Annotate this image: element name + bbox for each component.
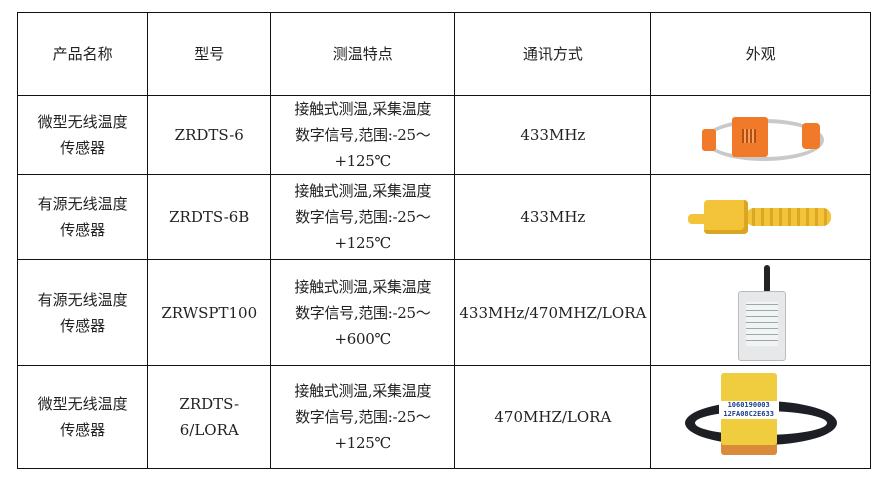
appearance: [650, 259, 871, 366]
feature-line: 接触式测温,采集温度: [294, 182, 432, 200]
name-line: 传感器: [60, 221, 106, 239]
header-model: 型号: [147, 12, 272, 96]
features: 接触式测温,采集温度 数字信号,范围:-25～ +125℃: [270, 365, 456, 469]
yellow-strap-sensor-photo: [686, 192, 836, 242]
sensor-id-line: 12FA08C2E633: [723, 410, 774, 418]
feature-line: 接触式测温,采集温度: [294, 382, 432, 400]
orange-ring-sensor-photo: [696, 105, 826, 165]
appearance: 1060190003 12FA08C2E633: [650, 365, 871, 469]
product-table: 产品名称 型号 测温特点 通讯方式 外观 微型无线温度 传感器 ZRDTS-6 接…: [16, 12, 871, 469]
sensor-id-line: 1060190003: [727, 401, 770, 409]
table-row: 微型无线温度 传感器 ZRDTS-6/LORA 接触式测温,采集温度 数字信号,范围…: [16, 365, 871, 469]
name-line: 有源无线温度: [37, 195, 128, 213]
header-name: 产品名称: [16, 12, 149, 96]
name-line: 微型无线温度: [37, 113, 128, 131]
comm: 433MHz/470MHZ/LORA: [454, 259, 652, 366]
name-line: 传感器: [60, 421, 106, 439]
feature-line: 数字信号,范围:-25～: [295, 303, 431, 322]
model: ZRDTS-6/LORA: [147, 365, 272, 469]
product-name: 有源无线温度 传感器: [16, 174, 149, 260]
product-name: 微型无线温度 传感器: [16, 365, 149, 469]
features: 接触式测温,采集温度 数字信号,范围:-25～ +125℃: [270, 95, 456, 175]
name-line: 微型无线温度: [37, 395, 128, 413]
black-band-sensor-photo: 1060190003 12FA08C2E633: [681, 371, 841, 463]
header-appearance: 外观: [650, 12, 871, 96]
table-row: 有源无线温度 传感器 ZRDTS-6B 接触式测温,采集温度 数字信号,范围:-25…: [16, 174, 871, 260]
feature-line: 数字信号,范围:-25～: [295, 126, 431, 144]
header-features: 测温特点: [270, 12, 456, 96]
features: 接触式测温,采集温度 数字信号,范围:-25～ +125℃: [270, 174, 456, 260]
header-comm: 通讯方式: [454, 12, 652, 96]
antenna-box-sensor-photo: [736, 264, 786, 361]
feature-line: 数字信号,范围:-25～: [295, 208, 431, 226]
header-row: 产品名称 型号 测温特点 通讯方式 外观: [16, 12, 871, 96]
table-row: 微型无线温度 传感器 ZRDTS-6 接触式测温,采集温度 数字信号,范围:-25～…: [16, 95, 871, 175]
model: ZRDTS-6: [147, 95, 272, 175]
feature-line: +600℃: [334, 329, 392, 348]
name-line: 传感器: [60, 139, 106, 157]
feature-line: 接触式测温,采集温度: [294, 277, 432, 296]
feature-line: +125℃: [334, 434, 392, 452]
feature-line: 接触式测温,采集温度: [294, 100, 432, 118]
name-line: 传感器: [60, 316, 106, 335]
comm: 470MHZ/LORA: [454, 365, 652, 469]
model: ZRDTS-6B: [147, 174, 272, 260]
feature-line: +125℃: [334, 234, 392, 252]
model: ZRWSPT100: [147, 259, 272, 366]
appearance: [650, 95, 871, 175]
sensor-id-label: 1060190003 12FA08C2E633: [718, 401, 779, 419]
product-name: 有源无线温度 传感器: [16, 259, 149, 366]
appearance: [650, 174, 871, 260]
name-line: 有源无线温度: [37, 290, 128, 309]
comm: 433MHz: [454, 95, 652, 175]
features: 接触式测温,采集温度 数字信号,范围:-25～ +600℃: [270, 259, 456, 366]
comm: 433MHz: [454, 174, 652, 260]
product-name: 微型无线温度 传感器: [16, 95, 149, 175]
feature-line: 数字信号,范围:-25～: [295, 408, 431, 426]
table-row: 有源无线温度 传感器 ZRWSPT100 接触式测温,采集温度 数字信号,范围:-2…: [16, 259, 871, 366]
feature-line: +125℃: [334, 152, 392, 170]
